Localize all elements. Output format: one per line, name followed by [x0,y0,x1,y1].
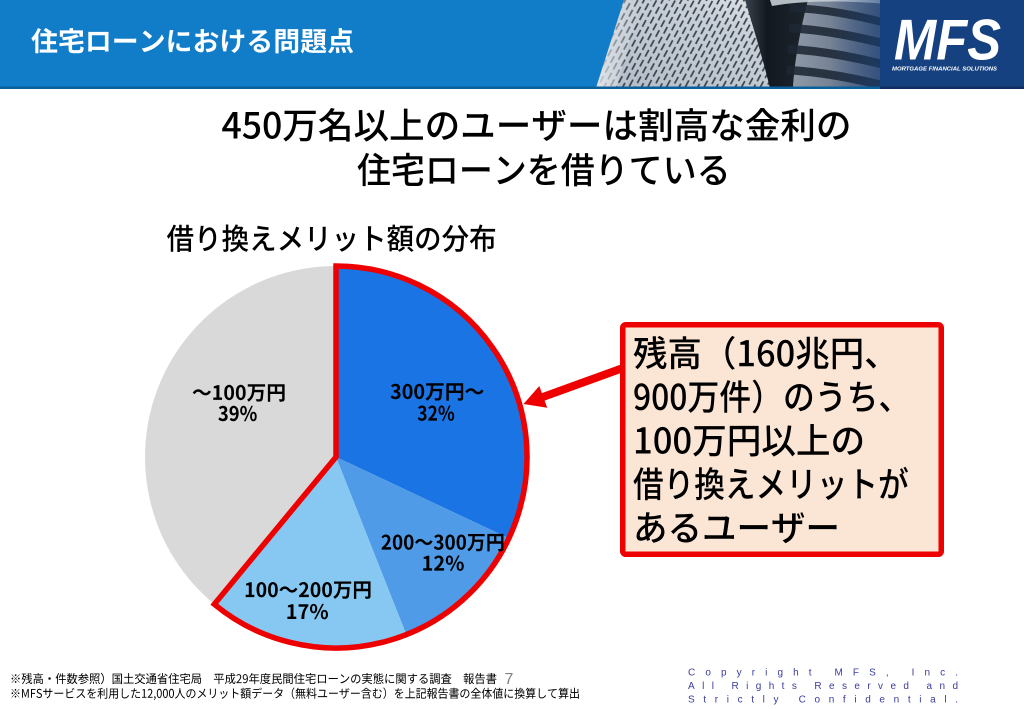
svg-text:MORTGAGE FINANCIAL SOLUTIONS: MORTGAGE FINANCIAL SOLUTIONS [892,66,997,72]
svg-text:7: 7 [505,671,514,688]
svg-text:Copyright MFS, Inc.: Copyright MFS, Inc. [688,667,958,678]
svg-text:MFS: MFS [894,8,1001,72]
